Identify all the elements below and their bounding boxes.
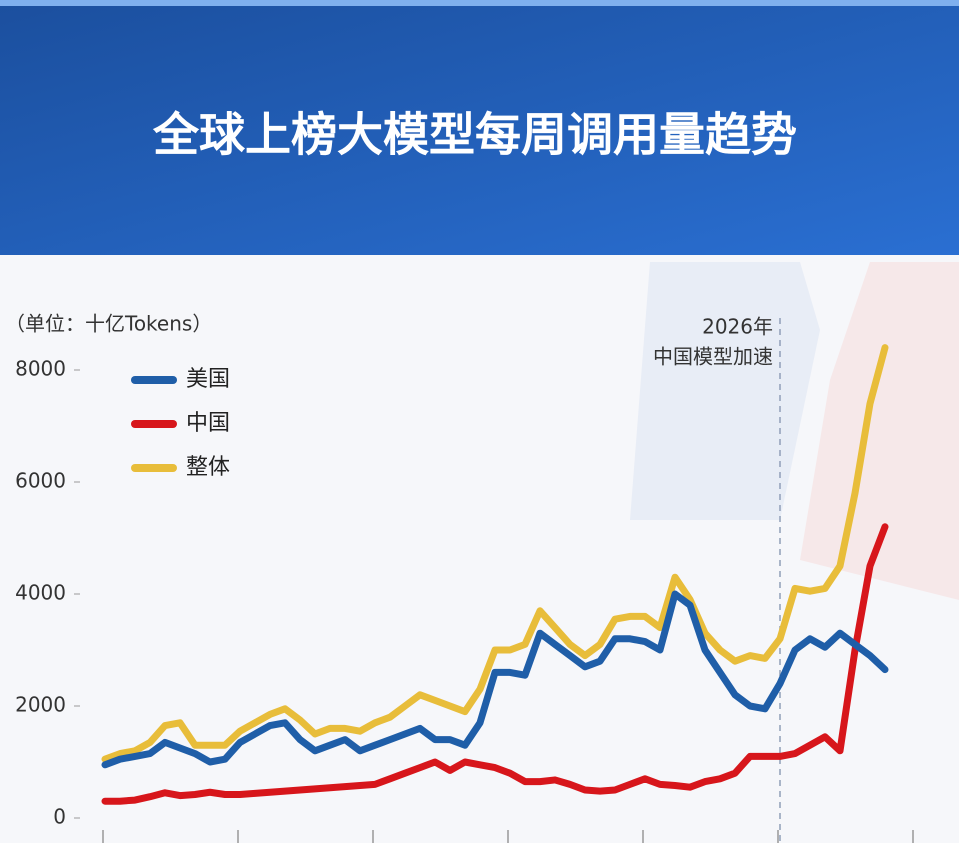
series-line <box>101 590 889 769</box>
y-axis-label: （单位：十亿Tokens） <box>5 312 212 336</box>
decor <box>630 262 820 520</box>
legend-label: 中国 <box>186 411 230 436</box>
y-tick-label: 2000 <box>15 693 66 717</box>
legend-label: 整体 <box>186 455 230 480</box>
y-tick-label: 8000 <box>15 357 66 381</box>
chart-title: 全球上榜大模型每周调用量趋势 <box>152 108 797 162</box>
legend-label: 美国 <box>186 367 230 392</box>
y-tick-label: 6000 <box>15 469 66 493</box>
annotation: 2026年 <box>702 315 773 339</box>
y-tick-label: 0 <box>53 805 66 829</box>
annotation: 中国模型加速 <box>653 345 773 369</box>
decor <box>800 262 959 600</box>
header <box>0 0 959 255</box>
series-line <box>101 344 889 763</box>
header-edge <box>0 0 959 6</box>
series-line <box>101 523 889 805</box>
y-tick-label: 4000 <box>15 581 66 605</box>
